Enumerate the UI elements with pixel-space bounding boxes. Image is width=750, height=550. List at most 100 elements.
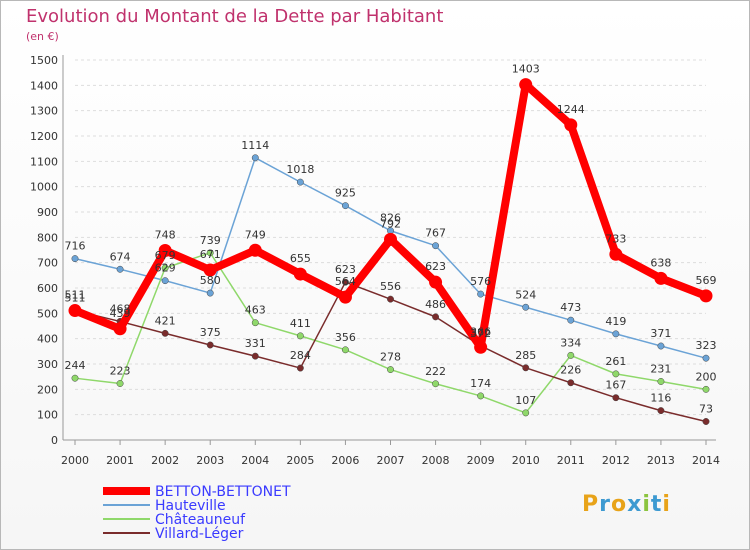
- data-label: 792: [380, 217, 401, 230]
- data-point: [699, 289, 713, 303]
- x-tick-label: 2011: [557, 454, 585, 467]
- data-label: 623: [335, 263, 356, 276]
- legend-label: Hauteville: [155, 498, 226, 514]
- y-tick-label: 200: [37, 383, 58, 396]
- x-tick-label: 2008: [422, 454, 450, 467]
- data-point: [116, 380, 124, 387]
- data-label: 826: [380, 212, 401, 225]
- y-tick-label: 0: [51, 434, 58, 447]
- data-label: 439: [110, 307, 131, 320]
- data-point: [251, 319, 259, 327]
- chart-subtitle: (en €): [26, 30, 59, 43]
- logo-letter: o: [610, 492, 628, 517]
- data-label: 222: [425, 365, 446, 378]
- data-point: [251, 352, 259, 360]
- data-point: [522, 409, 530, 417]
- data-label: 334: [560, 336, 581, 349]
- data-point: [341, 346, 349, 354]
- data-label: 486: [425, 298, 446, 311]
- data-label: 564: [335, 275, 356, 288]
- data-point: [387, 295, 394, 303]
- y-tick-label: 1400: [30, 79, 58, 92]
- data-label: 331: [245, 337, 266, 350]
- x-tick-label: 2009: [467, 454, 495, 467]
- data-point: [612, 394, 620, 402]
- x-tick-label: 2010: [512, 454, 540, 467]
- data-point: [68, 304, 82, 318]
- data-point: [567, 316, 575, 324]
- data-point: [567, 351, 575, 359]
- y-tick-label: 900: [37, 206, 58, 219]
- series-group: [68, 78, 713, 425]
- data-point: [657, 378, 665, 385]
- y-tick-label: 1300: [30, 105, 58, 118]
- data-label: 278: [380, 351, 401, 364]
- data-label: 73: [699, 403, 713, 416]
- data-label: 375: [200, 326, 221, 339]
- logo-letter: x: [627, 492, 643, 517]
- x-tick-label: 2005: [286, 454, 314, 467]
- x-tick-label: 2001: [106, 454, 134, 467]
- data-label: 167: [605, 379, 626, 392]
- y-axis-ticks: 0 100 200 300 400 500 600 700 800 900 1000 1100 1200…: [30, 54, 58, 447]
- data-label: 748: [155, 229, 176, 242]
- x-tick-label: 2014: [692, 454, 720, 467]
- data-label: 371: [650, 327, 671, 340]
- chart-title: Evolution du Montant de la Dette par Hab…: [26, 6, 443, 27]
- x-tick-label: 2013: [647, 454, 675, 467]
- proxiti-logo: Proxiti: [582, 492, 671, 517]
- data-label: 323: [696, 339, 717, 352]
- data-point: [296, 178, 304, 186]
- data-point: [248, 243, 262, 257]
- x-tick-label: 2003: [196, 454, 224, 467]
- data-label: 716: [65, 240, 86, 253]
- data-label: 463: [245, 304, 266, 317]
- x-axis-ticks: 2000 2001 2002 2003 2004 2005 2006 2007 2008 2009…: [61, 440, 720, 467]
- data-point: [116, 265, 124, 273]
- data-label: 749: [245, 228, 266, 241]
- data-label: 200: [696, 370, 717, 383]
- y-tick-label: 1000: [30, 181, 58, 194]
- logo-letter: r: [599, 492, 611, 517]
- data-label: 1018: [286, 163, 314, 176]
- data-point: [522, 364, 530, 372]
- data-label: 244: [65, 359, 86, 372]
- logo-letter: i: [642, 492, 651, 517]
- data-label: 1403: [512, 63, 540, 76]
- data-point: [158, 244, 172, 258]
- data-label: 511: [65, 292, 86, 305]
- x-tick-label: 2012: [602, 454, 630, 467]
- data-label: 511: [65, 289, 86, 302]
- data-point: [432, 242, 440, 250]
- data-label: 174: [470, 377, 491, 390]
- data-point: [341, 278, 349, 286]
- x-tick-label: 2002: [151, 454, 179, 467]
- data-point: [71, 255, 79, 263]
- data-label: 629: [155, 262, 176, 275]
- y-tick-label: 300: [37, 358, 58, 371]
- grid: [62, 55, 716, 441]
- data-label: 261: [605, 355, 626, 368]
- y-tick-label: 1200: [30, 130, 58, 143]
- data-point: [567, 379, 575, 387]
- data-point: [477, 392, 485, 400]
- data-label: 372: [470, 327, 491, 340]
- data-label: 733: [605, 232, 626, 245]
- data-point: [161, 329, 169, 337]
- data-point: [702, 385, 710, 393]
- data-label: 473: [560, 301, 581, 314]
- data-labels: 716 674 629 580 1114 1018 925 826 767 576 524 473 41…: [65, 63, 717, 416]
- legend-label: Châteauneuf: [155, 512, 246, 528]
- data-label: 411: [290, 317, 311, 330]
- data-point: [657, 407, 665, 415]
- data-label: 223: [110, 365, 131, 378]
- data-label: 739: [200, 234, 221, 247]
- y-tick-label: 1500: [30, 54, 58, 67]
- data-label: 569: [696, 274, 717, 287]
- data-label: 285: [515, 349, 536, 362]
- data-point: [702, 418, 710, 425]
- x-tick-label: 2007: [377, 454, 405, 467]
- data-label: 421: [155, 314, 176, 327]
- data-label: 284: [290, 349, 311, 362]
